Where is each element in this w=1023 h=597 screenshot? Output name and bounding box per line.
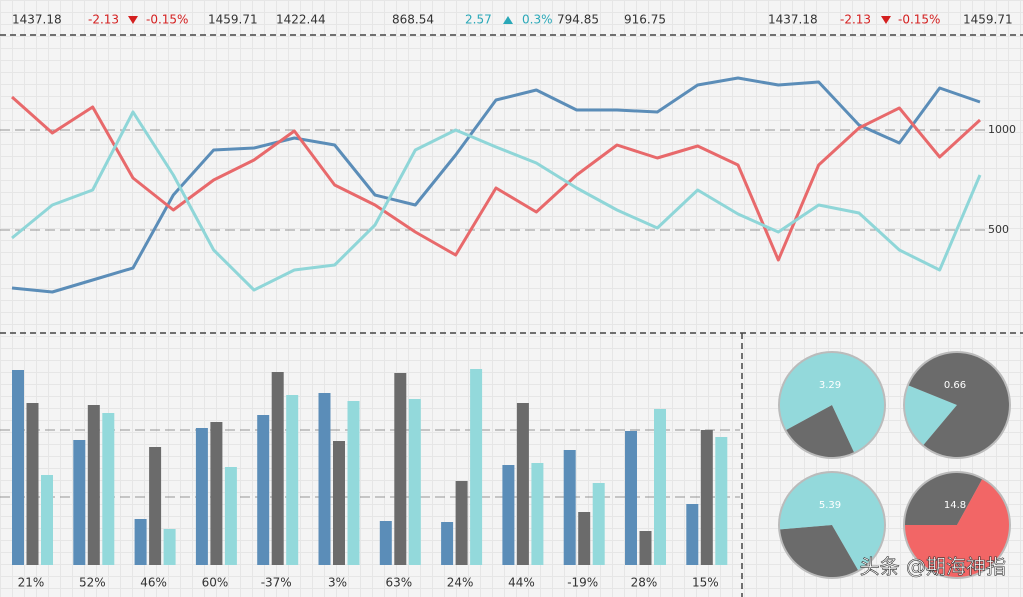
bar [347, 401, 360, 565]
bar [102, 413, 115, 565]
line-series [11, 110, 982, 292]
ticker-value: 794.85 [557, 13, 599, 27]
pie-slice [780, 473, 884, 571]
y-tick-label: 1000 [988, 123, 1016, 136]
bar [41, 475, 53, 565]
pie-label: 14.8 [944, 500, 966, 511]
bar [639, 531, 652, 565]
line-series [11, 95, 982, 262]
bar [592, 483, 605, 565]
pie-slice [786, 405, 854, 457]
ticker-value: -0.15% [898, 13, 940, 27]
bar [26, 403, 39, 565]
pie-slice [780, 352, 884, 453]
ticker-value: 1437.18 [768, 13, 818, 27]
bar [578, 512, 591, 565]
bar [654, 409, 666, 565]
ticker-value: 1459.71 [208, 13, 258, 27]
bar [195, 428, 208, 565]
down-arrow [881, 16, 891, 24]
x-tick-label: 3% [328, 576, 347, 590]
pie-slice [780, 525, 858, 577]
bar [257, 415, 270, 565]
line-series [11, 76, 981, 294]
x-tick-label: 28% [631, 576, 658, 590]
bar [210, 422, 223, 565]
x-tick-label: 46% [140, 576, 167, 590]
bar [455, 481, 468, 565]
pie-slice [905, 472, 983, 525]
ticker-value: 868.54 [392, 13, 434, 27]
bar [700, 430, 713, 565]
ticker-value: 916.75 [624, 13, 666, 27]
bar [531, 463, 544, 565]
bar [224, 467, 237, 565]
pie-slice [908, 353, 1010, 457]
x-tick-label: -37% [261, 576, 292, 590]
ticker-value: -2.13 [840, 13, 871, 27]
ticker-value: -0.15% [146, 13, 188, 27]
down-arrow [128, 16, 138, 24]
bar [394, 373, 407, 565]
ticker-value: 1422.44 [276, 13, 326, 27]
bar [271, 372, 284, 565]
bar [441, 522, 454, 565]
ticker-value: -2.13 [88, 13, 119, 27]
x-tick-label: 21% [18, 576, 45, 590]
bar [686, 504, 699, 565]
bar [134, 519, 147, 565]
x-tick-label: 52% [79, 576, 106, 590]
pie-label: 0.66 [944, 380, 966, 391]
bar [87, 405, 100, 565]
bar [715, 437, 728, 565]
pie-label: 5.39 [819, 500, 841, 511]
x-tick-label: -19% [567, 576, 598, 590]
x-tick-label: 63% [385, 576, 412, 590]
bar [625, 431, 637, 565]
x-tick-label: 15% [692, 576, 719, 590]
bar [502, 465, 515, 565]
bar [379, 521, 392, 565]
bar [149, 447, 162, 565]
bar [516, 403, 529, 565]
watermark: 头条 @期海神指 [860, 555, 1006, 579]
bar [470, 369, 483, 565]
x-tick-label: 60% [202, 576, 229, 590]
pie-slice [905, 479, 1009, 578]
bar [163, 529, 176, 565]
bar [333, 441, 345, 565]
bar [318, 393, 331, 565]
bar [408, 399, 421, 565]
x-tick-label: 24% [447, 576, 474, 590]
ticker-value: 1437.18 [12, 13, 62, 27]
bar [563, 450, 576, 565]
pie-slice [905, 385, 957, 445]
ticker-value: 0.3% [522, 13, 553, 27]
bar [286, 395, 299, 565]
x-tick-label: 44% [508, 576, 535, 590]
y-tick-label: 500 [988, 223, 1009, 236]
bar [73, 440, 86, 565]
pie-label: 3.29 [819, 380, 841, 391]
up-arrow [503, 16, 513, 24]
ticker-value: 2.57 [465, 13, 492, 27]
bar [12, 370, 24, 565]
ticker-value: 1459.71 [963, 13, 1013, 27]
